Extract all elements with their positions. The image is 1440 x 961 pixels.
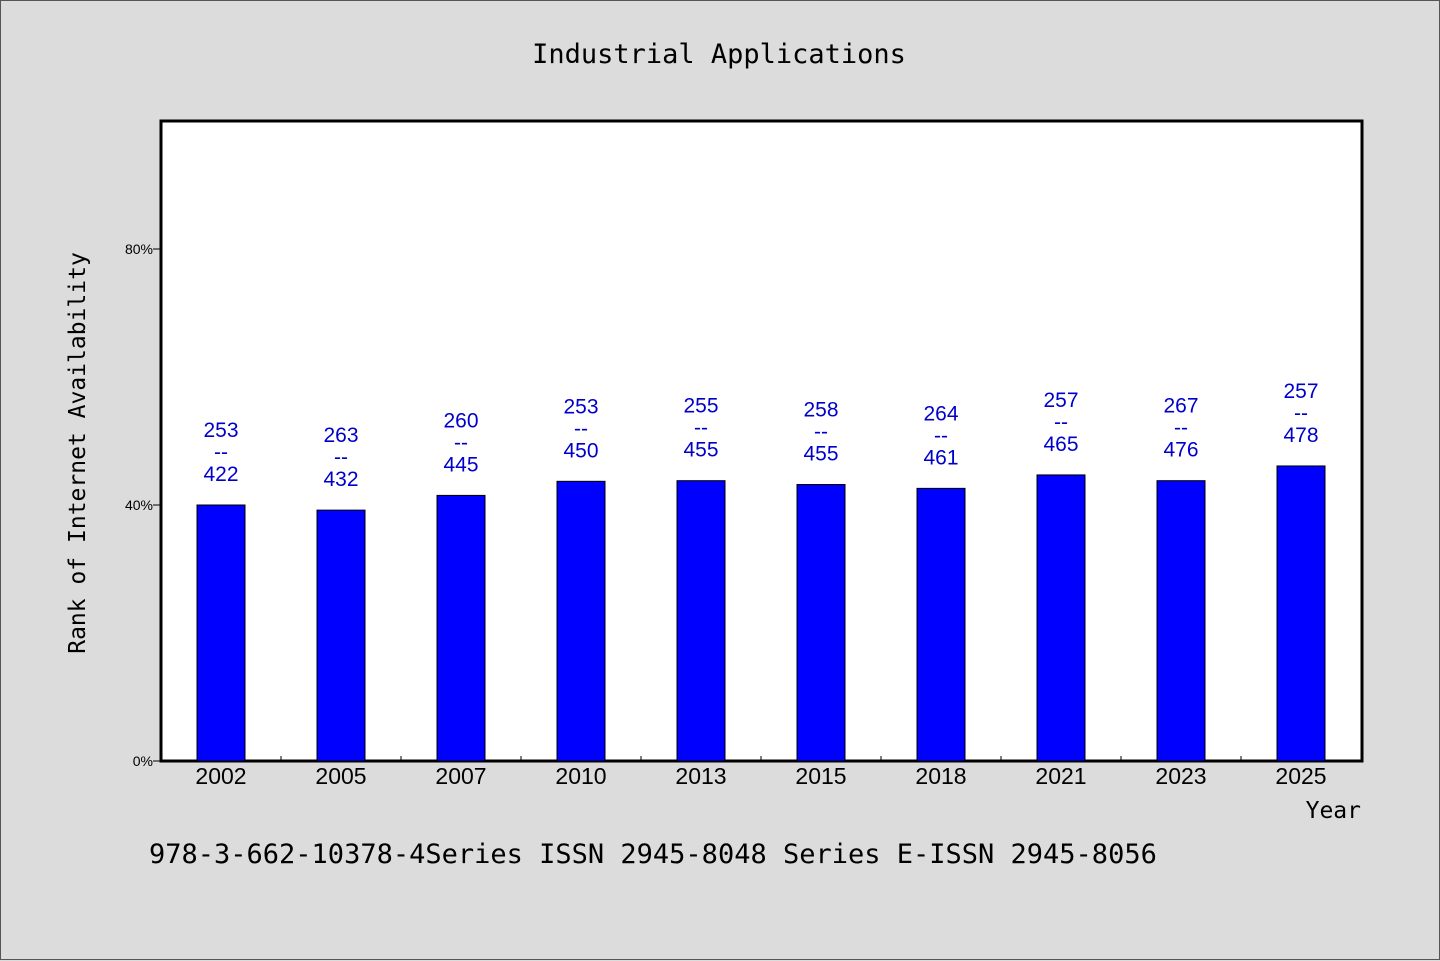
data-label: 253 (203, 419, 238, 442)
data-label: -- (694, 417, 708, 440)
data-label: 255 (683, 395, 718, 418)
y-tick-label: 0% (133, 753, 153, 769)
x-tick-label: 2023 (1155, 763, 1206, 789)
data-label: 258 (803, 399, 838, 422)
bar (1276, 465, 1326, 762)
bar (916, 487, 966, 762)
x-tick-label: 2013 (675, 763, 726, 789)
bar (1156, 480, 1206, 762)
data-label: 461 (923, 446, 958, 469)
data-label: -- (1174, 417, 1188, 440)
x-tick-label: 2007 (435, 763, 486, 789)
y-axis-title: Rank of Internet Availability (65, 252, 91, 654)
data-label: 445 (443, 453, 478, 476)
bar (1036, 474, 1086, 762)
y-tick-label: 80% (125, 241, 153, 257)
data-label: -- (1054, 411, 1068, 434)
data-label: 263 (323, 424, 358, 447)
x-axis-title: Year (1306, 798, 1361, 824)
bar (316, 509, 366, 762)
x-tick-label: 2010 (555, 763, 606, 789)
data-label: 455 (683, 439, 718, 462)
data-label: 267 (1163, 395, 1198, 418)
y-tick-label: 40% (125, 497, 153, 513)
bar (196, 504, 246, 762)
data-label: -- (814, 421, 828, 444)
data-label: -- (934, 424, 948, 447)
data-label: 476 (1163, 439, 1198, 462)
x-axis: 2002 2005 2007 2010 2013 2015 2018 2021 2023 2025 (195, 756, 1327, 789)
footer-isbn-issn: 978-3-662-10378-4Series ISSN 2945-8048 S… (149, 839, 1157, 870)
data-label: -- (574, 417, 588, 440)
data-label: 432 (323, 468, 358, 491)
data-label: -- (334, 446, 348, 469)
data-labels: 253--422263--432260--445253--450255--455… (203, 380, 1318, 491)
x-tick-label: 2015 (795, 763, 846, 789)
x-tick-label: 2018 (915, 763, 966, 789)
x-tick-label: 2005 (315, 763, 366, 789)
data-label: -- (214, 441, 228, 464)
bar (436, 494, 486, 762)
data-label: 257 (1043, 389, 1078, 412)
data-label: 465 (1043, 433, 1078, 456)
x-tick-label: 2025 (1275, 763, 1326, 789)
bar (556, 480, 606, 762)
data-label: 422 (203, 463, 238, 486)
data-label: 478 (1283, 424, 1318, 447)
bar (796, 484, 846, 762)
data-label: 264 (923, 402, 958, 425)
bar (676, 480, 726, 762)
data-label: 257 (1283, 380, 1318, 403)
data-label: 253 (563, 395, 598, 418)
data-label: 450 (563, 439, 598, 462)
x-tick-label: 2002 (195, 763, 246, 789)
data-label: -- (1294, 402, 1308, 425)
x-tick-label: 2021 (1035, 763, 1086, 789)
bar-series (196, 465, 1326, 762)
y-axis: 0% 40% 80% (125, 241, 161, 769)
data-label: 455 (803, 443, 838, 466)
chart-title: Industrial Applications (532, 39, 906, 70)
data-label: 260 (443, 409, 478, 432)
data-label: -- (454, 431, 468, 454)
